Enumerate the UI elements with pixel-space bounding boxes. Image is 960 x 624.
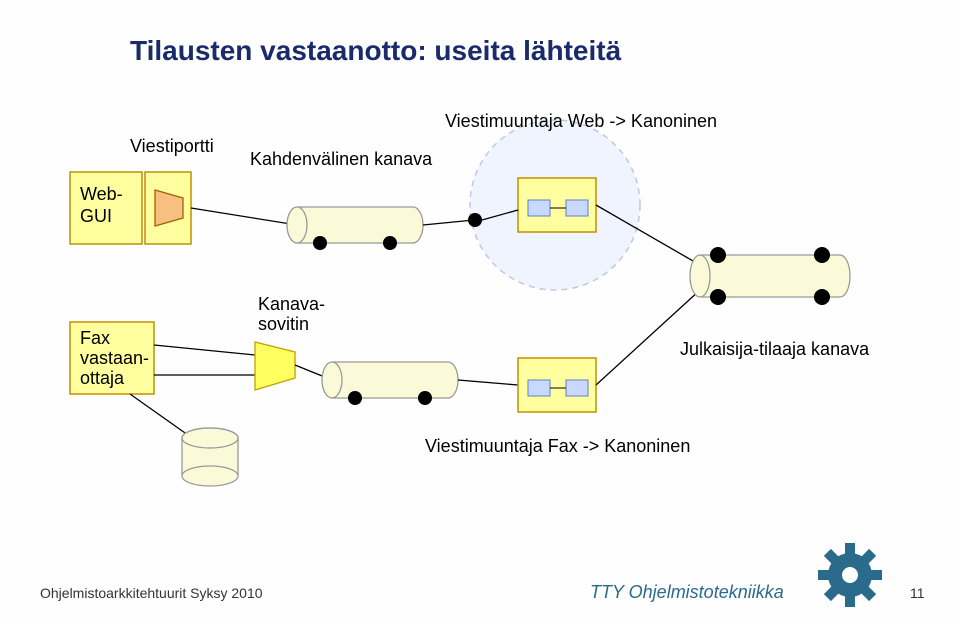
gear-icon [818, 543, 882, 607]
julkaisija-label: Julkaisija-tilaaja kanava [680, 339, 870, 359]
web-gui-label-1: Web- [80, 184, 123, 204]
viestimuuntaja-web-label: Viestimuuntaja Web -> Kanoninen [445, 111, 717, 131]
viestiportti-label: Viestiportti [130, 136, 214, 156]
kanavasovitin-label-2: sovitin [258, 314, 309, 334]
fax-label-1: Fax [80, 328, 110, 348]
connector [191, 208, 297, 225]
kanavasovitin-label-1: Kanava- [258, 294, 325, 314]
footer-left: Ohjelmistoarkkitehtuurit Syksy 2010 [40, 585, 263, 601]
adapter-icon [255, 342, 295, 390]
footer-right: TTY Ohjelmistotekniikka [590, 582, 784, 602]
fax-label-3: ottaja [80, 368, 125, 388]
endpoint-icon [468, 213, 482, 227]
node-icon [566, 380, 588, 396]
web-gui-label-2: GUI [80, 206, 112, 226]
connector [154, 345, 255, 355]
connector [596, 290, 700, 385]
viestimuuntaja-fax-label: Viestimuuntaja Fax -> Kanoninen [425, 436, 690, 456]
page-title: Tilausten vastaanotto: useita lähteitä [130, 35, 622, 66]
kahdenvalinen-label: Kahdenvälinen kanava [250, 149, 433, 169]
connector [423, 220, 474, 225]
pipe-icon-1 [287, 207, 423, 250]
node-icon [566, 200, 588, 216]
fax-label-2: vastaan- [80, 348, 149, 368]
node-icon [528, 380, 550, 396]
database-icon [182, 428, 238, 486]
pipe-icon-2 [322, 362, 458, 405]
page-number: 11 [910, 585, 925, 601]
node-icon [528, 200, 550, 216]
connector [458, 380, 518, 385]
bus-icon [690, 247, 850, 305]
